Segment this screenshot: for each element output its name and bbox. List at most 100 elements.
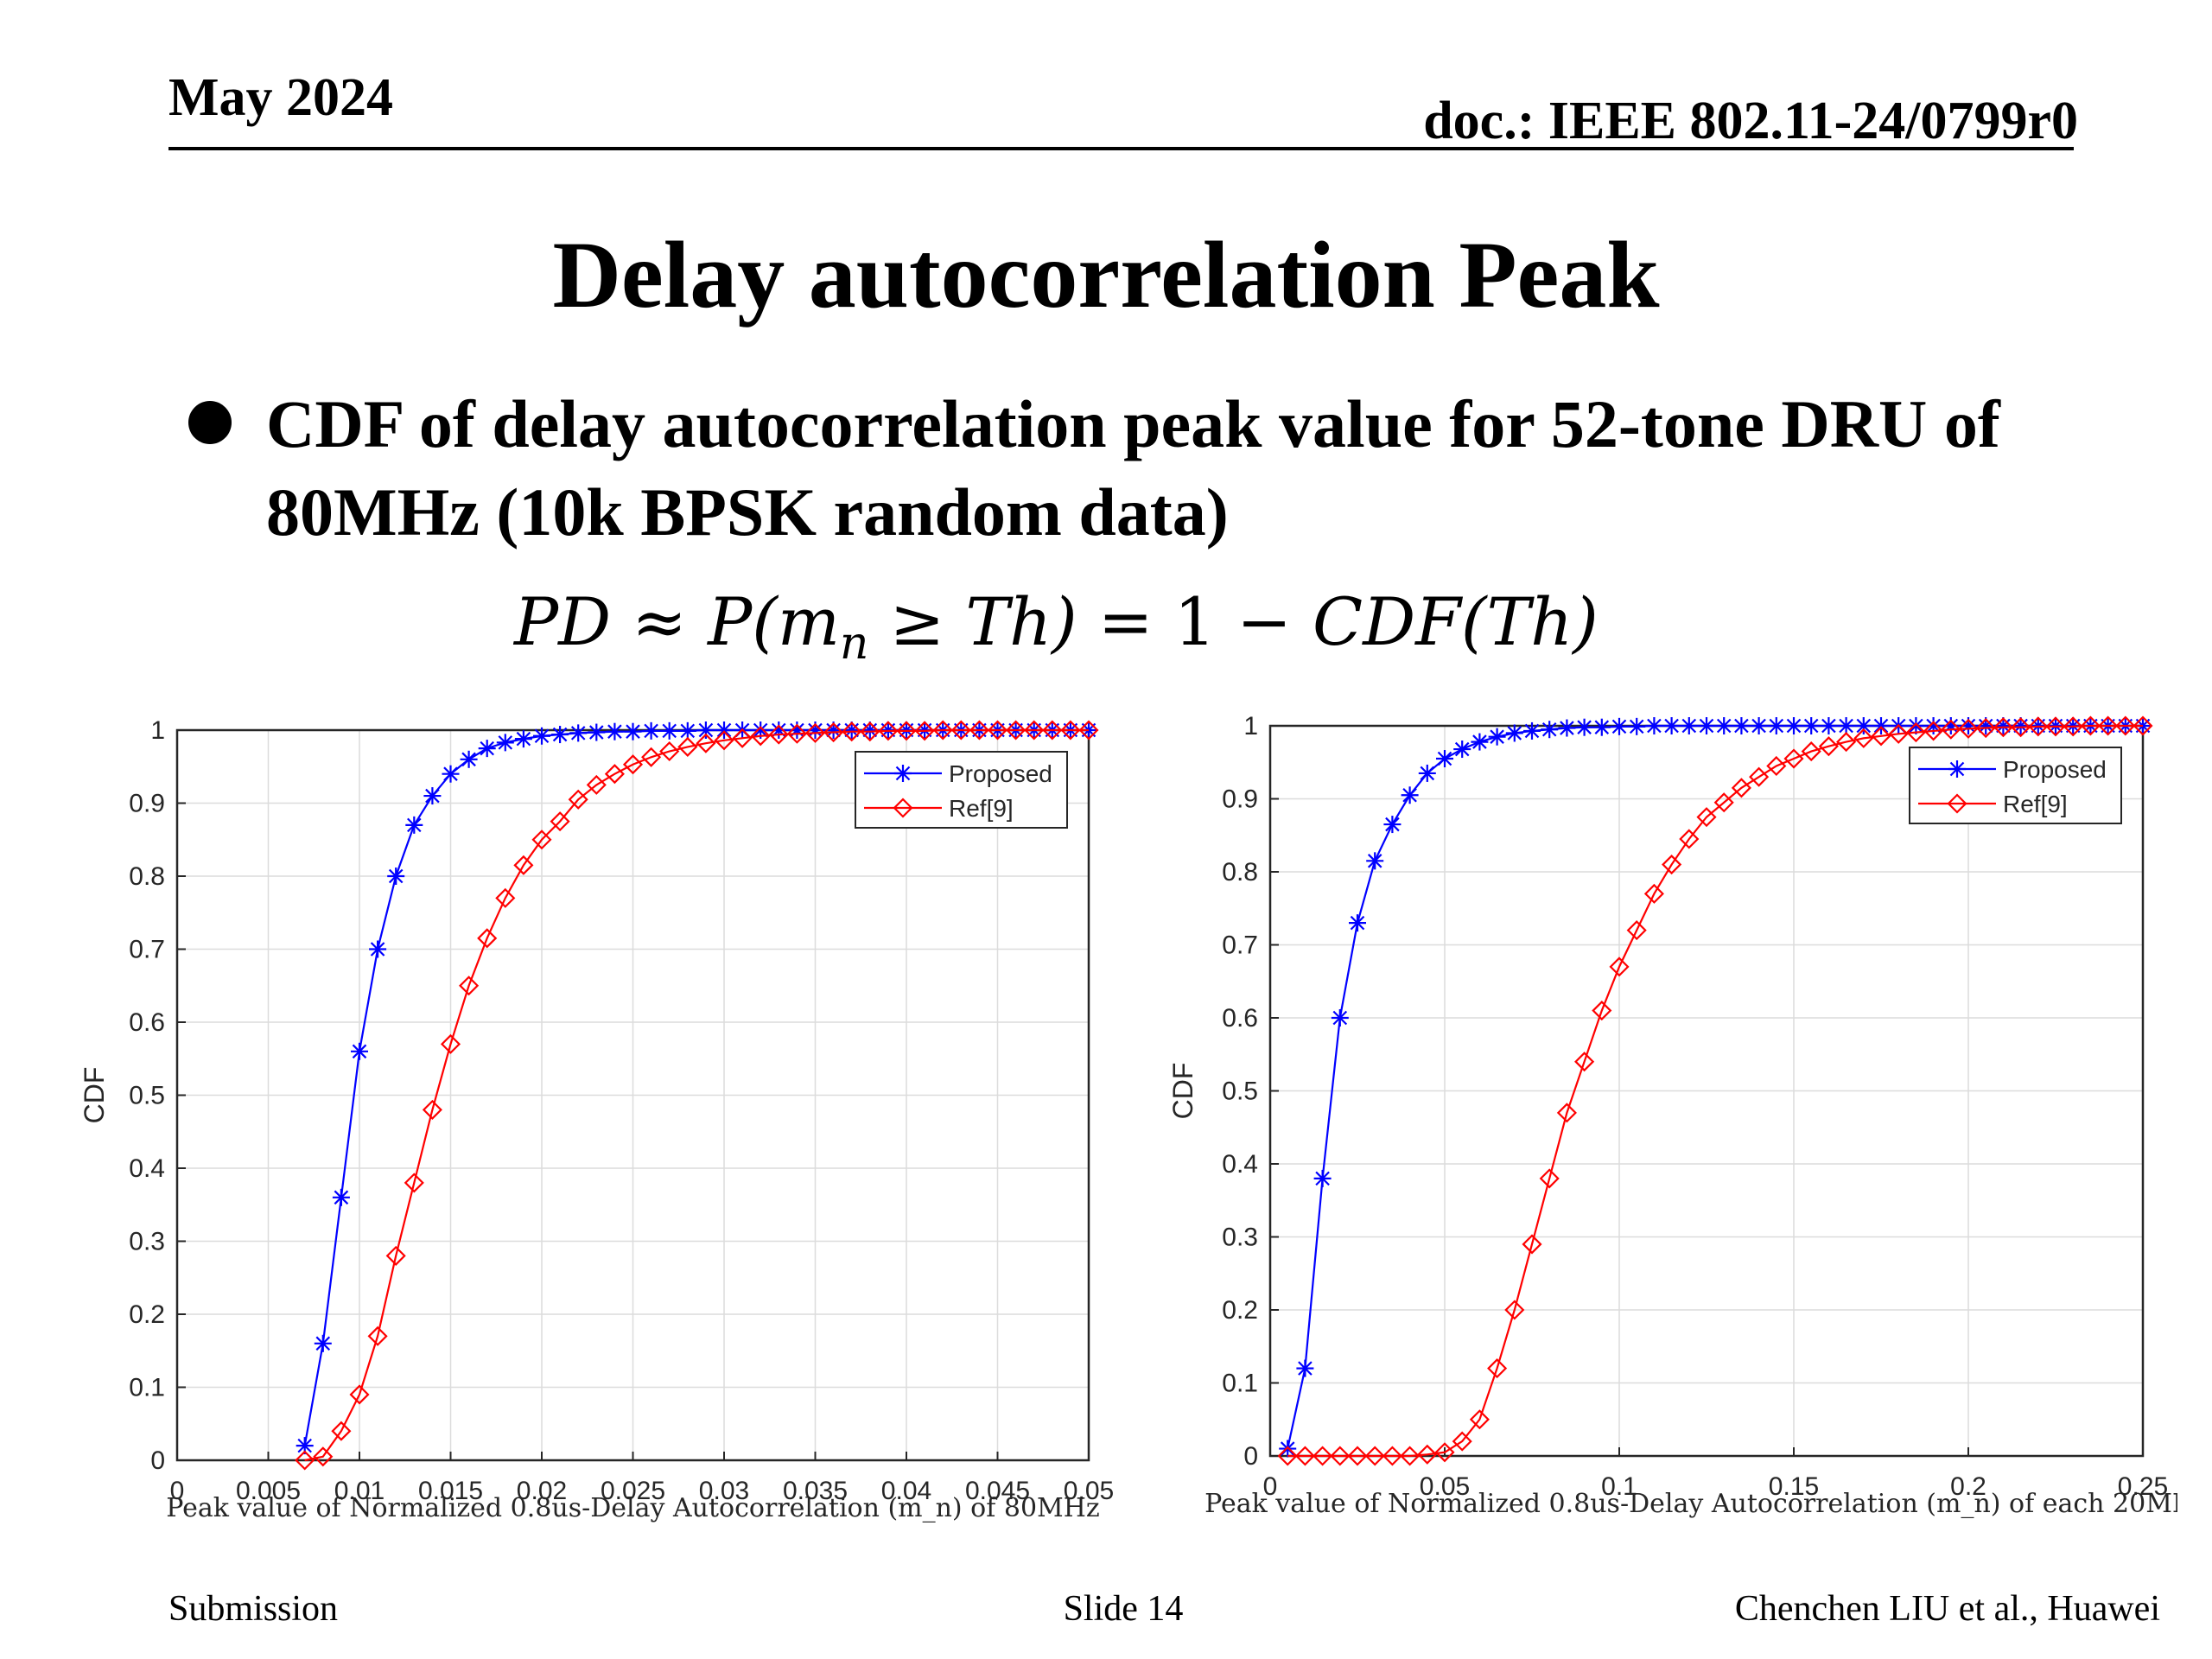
data-point-stroke xyxy=(1978,718,1993,734)
data-point xyxy=(459,976,480,996)
data-point-stroke xyxy=(589,725,604,740)
data-point-stroke xyxy=(1839,718,1853,734)
data-point-stroke xyxy=(1681,718,1697,734)
data-point-stroke xyxy=(480,741,494,756)
data-point xyxy=(678,721,696,740)
data-point-stroke xyxy=(626,724,640,739)
x-tick-label: 0 xyxy=(1263,1472,1278,1501)
data-point-stroke xyxy=(1490,729,1504,744)
data-point xyxy=(860,721,880,742)
formula-mid: ≥ Th) = xyxy=(868,583,1174,660)
data-point xyxy=(2012,717,2030,734)
data-point xyxy=(1643,883,1664,904)
data-point-stroke xyxy=(1664,718,1679,734)
data-point-stroke xyxy=(644,723,658,739)
bullet-icon xyxy=(188,401,232,444)
legend-label: Proposed xyxy=(2003,756,2107,783)
data-point xyxy=(1418,764,1436,782)
data-point xyxy=(1078,720,1099,741)
x-tick-label: 0.005 xyxy=(236,1477,301,1505)
y-tick-label: 0.4 xyxy=(1222,1150,1258,1179)
y-tick-label: 0.7 xyxy=(129,936,165,964)
legend-marker xyxy=(893,798,913,818)
data-point xyxy=(1611,717,1628,735)
legend: Proposed Ref[9] xyxy=(1909,747,2122,824)
y-tick-label: 0.3 xyxy=(129,1228,165,1256)
data-point xyxy=(2028,716,2049,737)
formula-number: 1 xyxy=(1173,583,1217,660)
data-point xyxy=(622,754,644,775)
data-point xyxy=(496,734,514,752)
data-point-stroke xyxy=(680,723,696,739)
data-point xyxy=(314,1334,332,1352)
data-point xyxy=(842,721,862,742)
data-point-stroke xyxy=(662,723,677,739)
x-tick-label: 0.015 xyxy=(418,1477,483,1505)
data-point xyxy=(531,830,552,850)
y-tick-label: 0.9 xyxy=(129,790,165,818)
data-point xyxy=(1907,717,1925,734)
data-point-stroke xyxy=(1367,854,1382,868)
cdf-chart-20mhz: 0 0.05 0.1 0.15 0.2 0.25 0 0.1 0.2 0.3 0.4 0.5 0.6 0.… xyxy=(1141,691,2177,1529)
data-point-stroke xyxy=(753,722,768,738)
data-point xyxy=(1854,717,1872,734)
x-tick-label: 0.025 xyxy=(601,1477,665,1505)
data-point xyxy=(1802,717,1821,734)
data-point-stroke xyxy=(1629,719,1644,734)
data-point xyxy=(1872,717,1890,734)
data-point-stroke xyxy=(570,726,586,741)
data-point xyxy=(1006,720,1027,741)
data-point-stroke xyxy=(1769,718,1784,734)
formula-lhs: PD ≈ P(m xyxy=(514,583,840,660)
y-tick-label: 0.5 xyxy=(129,1082,165,1110)
data-point xyxy=(624,722,642,741)
x-axis-label: Peak value of Normalized 0.8us-Delay Aut… xyxy=(166,1493,1099,1523)
data-point xyxy=(1941,719,1961,740)
data-point-stroke xyxy=(1926,718,1941,734)
data-point-stroke xyxy=(334,1190,349,1205)
data-point xyxy=(2063,716,2083,737)
formula-rhs: − CDF(Th) xyxy=(1216,583,1599,660)
data-point-stroke xyxy=(1524,723,1540,739)
data-point xyxy=(295,1450,315,1471)
data-point xyxy=(1715,717,1733,734)
x-tick-label: 0 xyxy=(170,1477,185,1505)
legend-marker-stroke xyxy=(1949,761,1965,777)
data-point xyxy=(588,723,606,741)
y-tick-label: 0.7 xyxy=(1222,931,1258,960)
data-point xyxy=(1783,748,1804,769)
data-point xyxy=(1434,1442,1455,1463)
data-point xyxy=(533,727,550,745)
data-point xyxy=(1975,717,1996,739)
data-point xyxy=(1541,721,1559,739)
data-point xyxy=(714,730,734,751)
data-point-stroke xyxy=(844,722,859,738)
data-point xyxy=(2011,717,2031,738)
data-point xyxy=(1731,778,1751,798)
data-point xyxy=(1713,792,1734,813)
data-point xyxy=(387,868,405,885)
data-point xyxy=(677,736,698,757)
data-point xyxy=(1556,1103,1577,1123)
data-point-stroke xyxy=(698,722,714,738)
data-point-stroke xyxy=(461,752,476,767)
data-point xyxy=(331,1421,352,1441)
data-point-stroke xyxy=(716,722,732,738)
data-point xyxy=(385,1245,406,1266)
data-point xyxy=(1347,1446,1368,1466)
data-point xyxy=(1313,1169,1332,1187)
data-point xyxy=(551,726,569,744)
y-tick-label: 1 xyxy=(1243,712,1258,741)
data-point xyxy=(1628,717,1646,735)
data-point-stroke xyxy=(808,722,823,738)
data-point xyxy=(878,721,899,741)
x-tick-label: 0.035 xyxy=(783,1477,848,1505)
y-tick-label: 0.8 xyxy=(129,862,165,891)
data-point xyxy=(804,722,826,743)
data-point xyxy=(1609,957,1630,977)
cdf-chart-20mhz-svg: 0 0.05 0.1 0.15 0.2 0.25 0 0.1 0.2 0.3 0.4 0.5 0.6 0.… xyxy=(1167,712,2177,1519)
data-point xyxy=(568,789,588,810)
data-point-stroke xyxy=(534,728,550,744)
data-point xyxy=(1471,733,1489,751)
data-point xyxy=(1042,720,1063,741)
